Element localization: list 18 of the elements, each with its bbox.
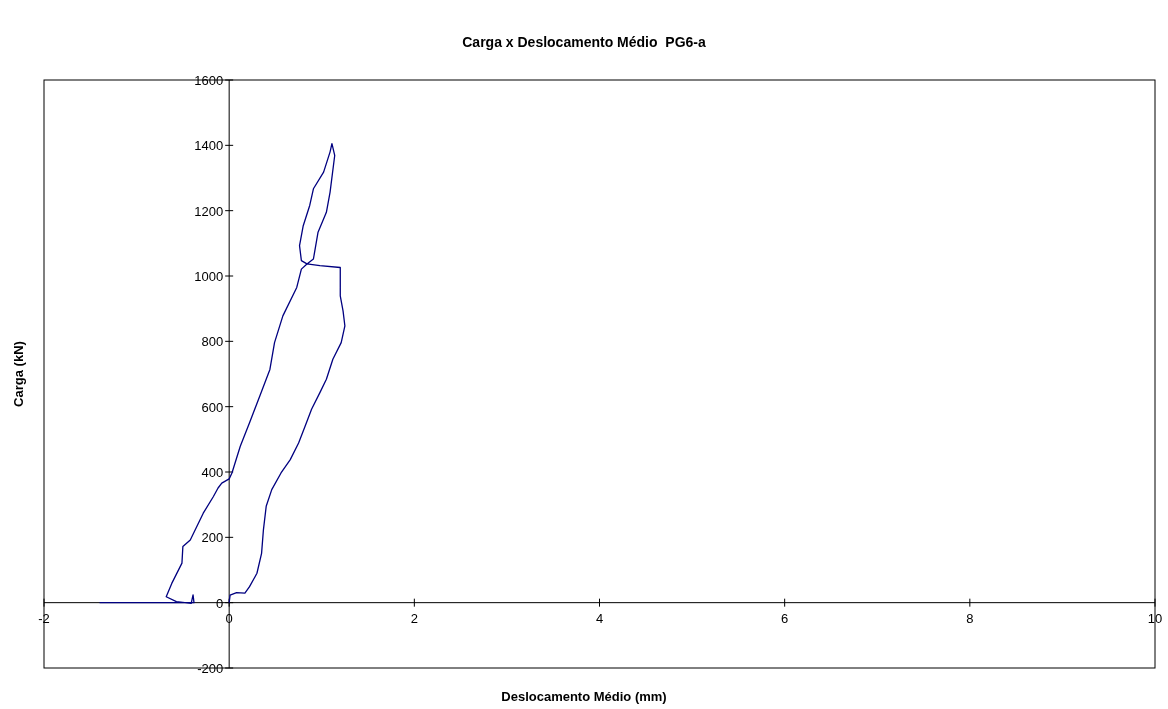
y-tick-label: 1600	[194, 73, 224, 88]
y-tick-label: 1400	[194, 138, 224, 154]
x-tick-label: 8	[966, 610, 974, 626]
chart-title: Carga x Deslocamento Médio PG6-a	[461, 34, 707, 50]
y-tick-label: 600	[201, 399, 224, 415]
x-tick-label: -2	[38, 610, 50, 626]
x-tick-label: 4	[595, 610, 604, 626]
y-tick-label: 800	[201, 334, 224, 350]
x-tick-label: 10	[1147, 610, 1163, 626]
y-tick-label: 1000	[194, 269, 224, 284]
y-tick-label: 1200	[194, 203, 224, 219]
x-tick-label: 2	[410, 610, 418, 626]
x-tick-label: 6	[781, 610, 789, 626]
x-axis-title: Deslocamento Médio (mm)	[500, 689, 668, 704]
y-axis-title: Carga (kN)	[10, 341, 26, 407]
y-tick-label: 400	[201, 465, 224, 480]
y-tick-label: 200	[201, 530, 224, 546]
y-tick-label: -200	[197, 661, 224, 676]
